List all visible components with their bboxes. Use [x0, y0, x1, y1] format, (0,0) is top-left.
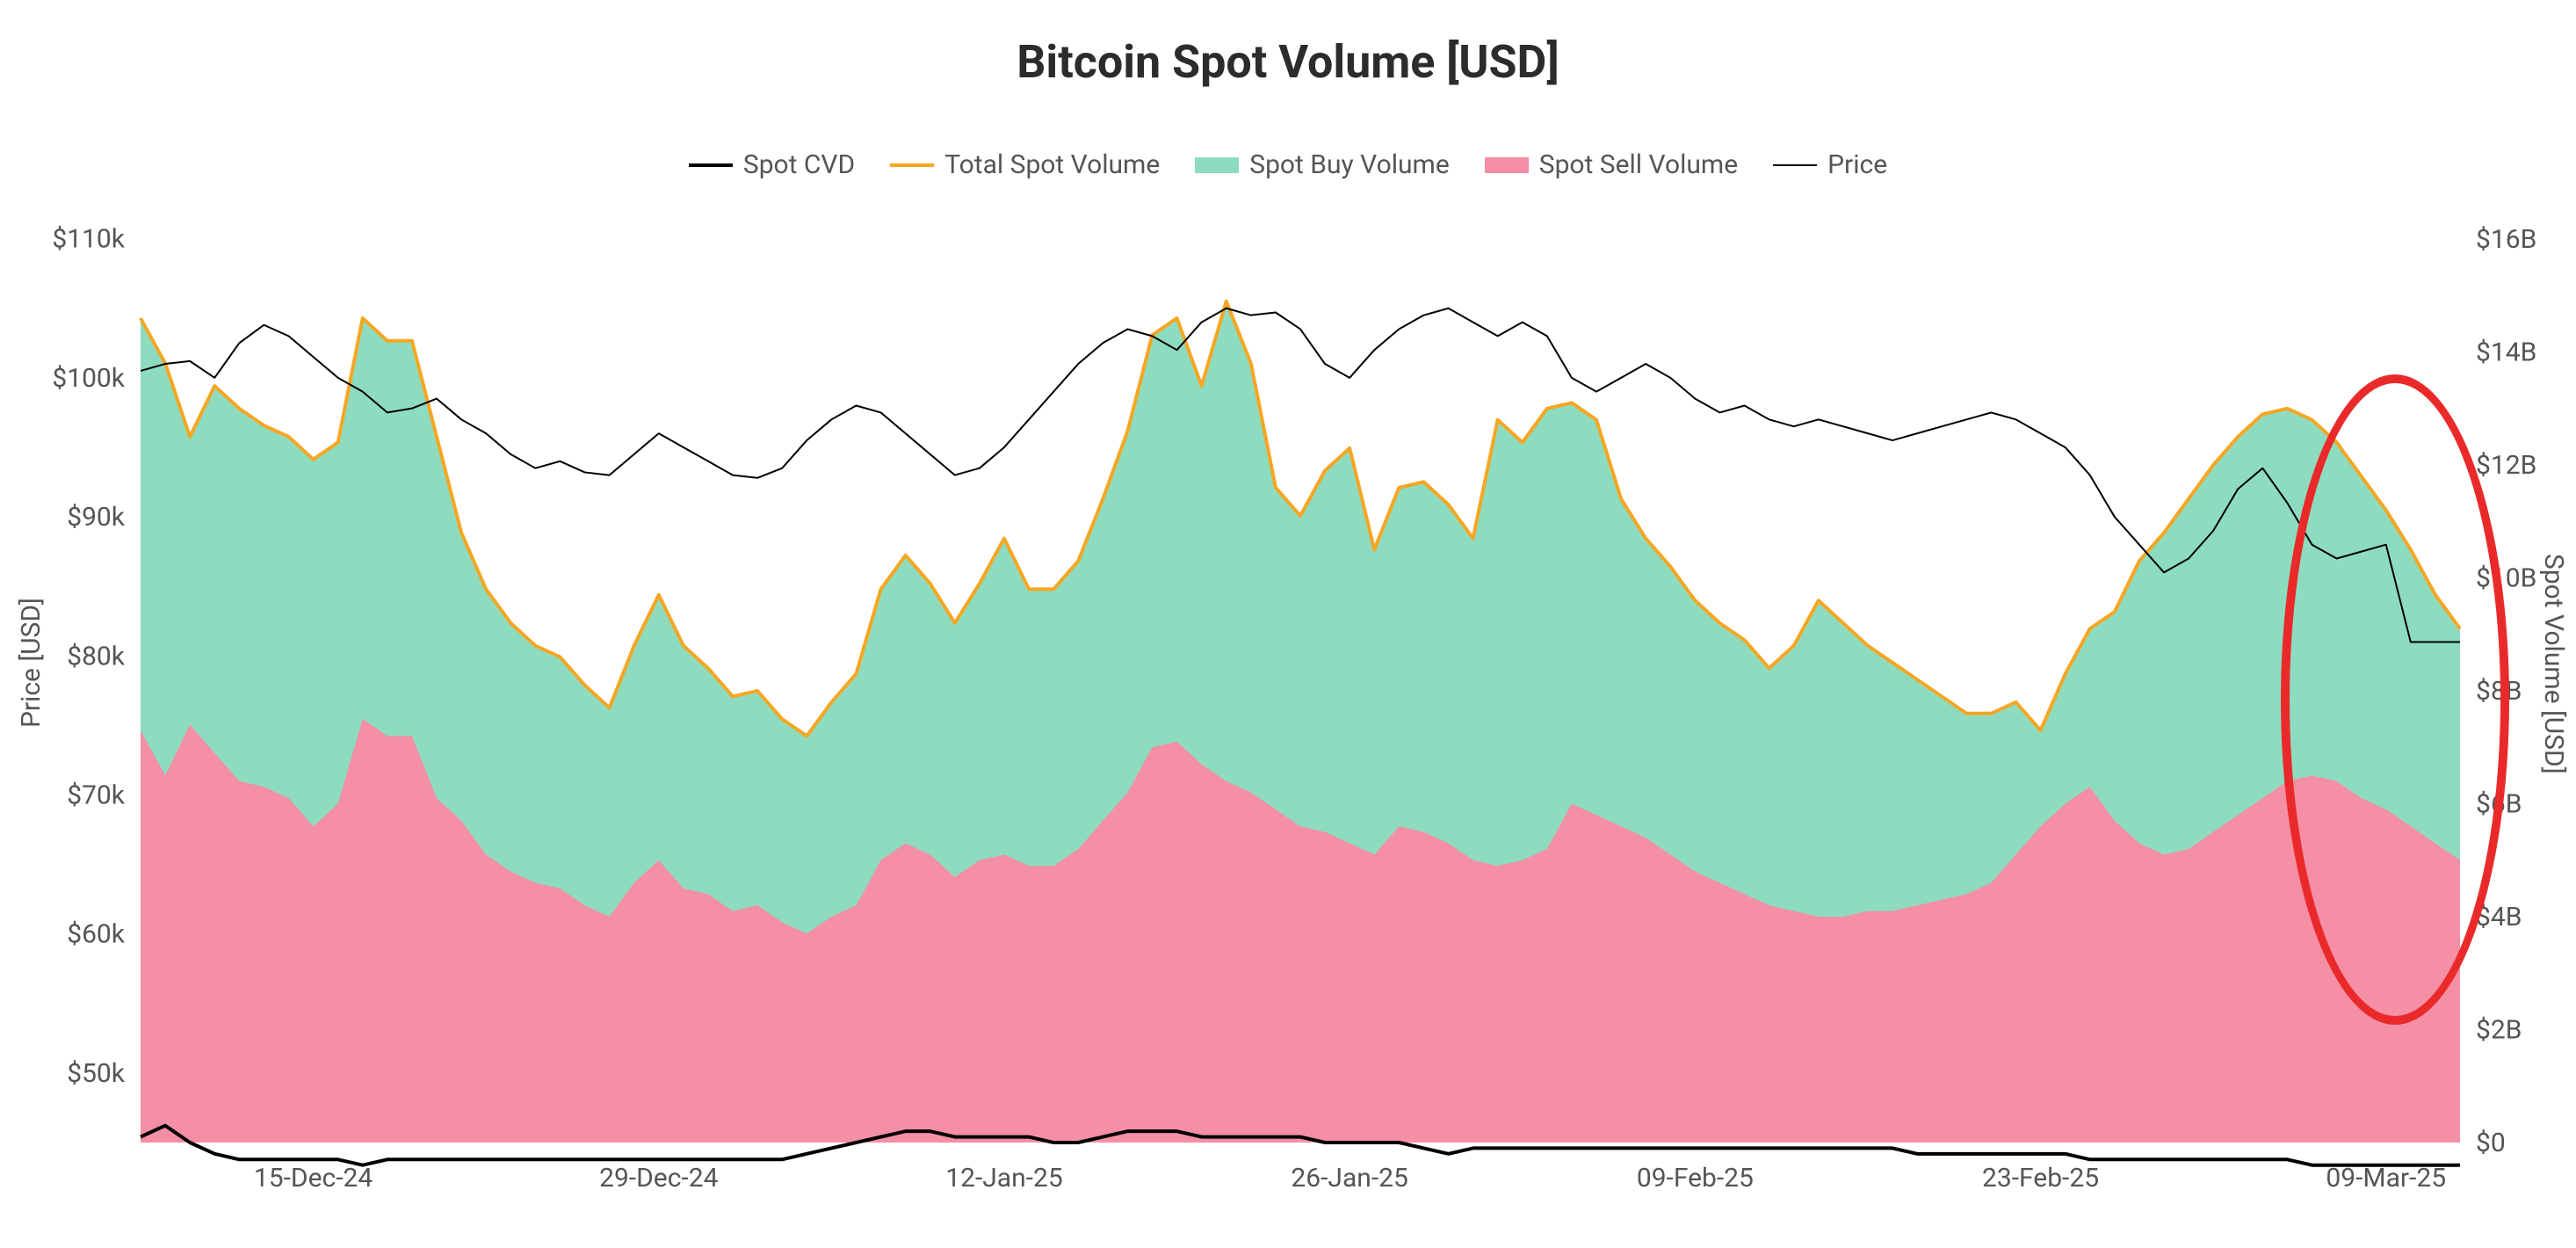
x-tick-label: 12-Jan-25 — [945, 1163, 1062, 1194]
y-left-tick-label: $90k — [67, 502, 126, 533]
legend-item[interactable]: Spot CVD — [689, 149, 855, 180]
chart-plot-area: $50k$60k$70k$80k$90k$100k$110k$0$2B$4B$6… — [141, 211, 2460, 1248]
x-tick-label: 09-Feb-25 — [1637, 1163, 1754, 1194]
legend-swatch — [890, 163, 934, 167]
y-right-tick-label: $0 — [2476, 1128, 2506, 1158]
legend-swatch — [689, 163, 733, 167]
legend-swatch — [1195, 157, 1239, 173]
y-right-tick-label: $4B — [2476, 902, 2522, 932]
y-right-tick-label: $16B — [2476, 224, 2536, 255]
legend-item[interactable]: Price — [1773, 149, 1887, 180]
y-axis-left-label: Price [USD] — [16, 598, 47, 728]
y-left-tick-label: $100k — [52, 363, 125, 394]
legend: Spot CVD Total Spot Volume Spot Buy Volume… — [0, 149, 2576, 180]
y-left-tick-label: $60k — [67, 919, 126, 950]
y-right-tick-label: $2B — [2476, 1015, 2522, 1046]
x-tick-label: 23-Feb-25 — [1982, 1163, 2099, 1194]
y-left-tick-label: $50k — [67, 1058, 126, 1089]
legend-label: Spot Sell Volume — [1539, 149, 1738, 180]
y-right-tick-label: $12B — [2476, 450, 2536, 481]
y-right-tick-label: $14B — [2476, 337, 2536, 368]
legend-item[interactable]: Total Spot Volume — [890, 149, 1160, 180]
x-tick-label: 29-Dec-24 — [599, 1163, 718, 1194]
x-tick-label: 09-Mar-25 — [2326, 1163, 2446, 1194]
chart-title: Bitcoin Spot Volume [USD] — [0, 35, 2576, 89]
legend-swatch — [1773, 164, 1817, 166]
x-tick-label: 26-Jan-25 — [1291, 1163, 1407, 1194]
legend-label: Total Spot Volume — [944, 149, 1160, 180]
y-right-tick-label: $10B — [2476, 563, 2536, 594]
y-axis-right-label: Spot Volume [USD] — [2538, 554, 2569, 774]
y-left-tick-label: $110k — [52, 224, 125, 255]
legend-label: Spot Buy Volume — [1249, 149, 1449, 180]
legend-item[interactable]: Spot Buy Volume — [1195, 149, 1449, 180]
y-left-tick-label: $80k — [67, 641, 126, 671]
legend-item[interactable]: Spot Sell Volume — [1485, 149, 1738, 180]
legend-label: Spot CVD — [743, 149, 855, 180]
chart-container: Bitcoin Spot Volume [USD] Spot CVD Total … — [0, 0, 2576, 1230]
legend-swatch — [1485, 157, 1529, 173]
y-right-tick-label: $8B — [2476, 676, 2522, 707]
x-tick-label: 15-Dec-24 — [254, 1163, 373, 1194]
y-right-tick-label: $6B — [2476, 789, 2522, 820]
legend-label: Price — [1827, 149, 1887, 180]
y-left-tick-label: $70k — [67, 780, 126, 810]
